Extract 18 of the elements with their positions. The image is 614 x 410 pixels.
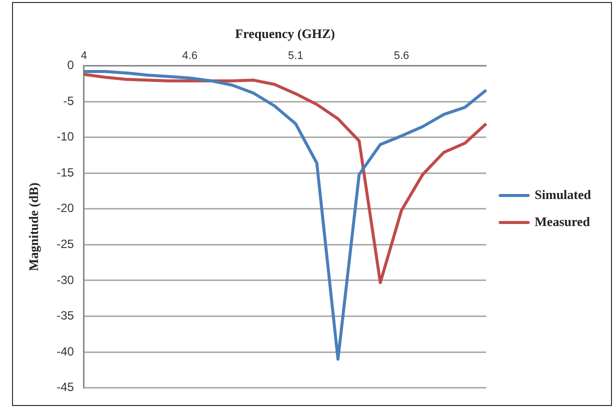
y-tick-label: -40 bbox=[56, 344, 74, 358]
y-axis-title: Magnitude (dB) bbox=[26, 182, 42, 272]
legend-label: Measured bbox=[534, 214, 591, 229]
y-tick-label: -45 bbox=[56, 380, 74, 394]
x-tick-label: 4 bbox=[80, 50, 88, 62]
x-tick-label: 5.6 bbox=[394, 50, 410, 62]
y-tick-label: -15 bbox=[56, 165, 74, 180]
x-axis-title: Frequency (GHZ) bbox=[235, 26, 335, 42]
y-tick-label: -5 bbox=[63, 94, 74, 108]
x-tick-label: 4.6 bbox=[182, 50, 198, 62]
y-tick-label: -30 bbox=[56, 272, 74, 287]
y-tick-label: -20 bbox=[56, 201, 74, 216]
legend-label: Simulated bbox=[534, 186, 592, 202]
y-tick-label: 0 bbox=[67, 58, 74, 72]
y-tick-label: -10 bbox=[56, 130, 74, 144]
x-tick-label: 5.1 bbox=[288, 50, 304, 62]
y-tick-label: -25 bbox=[56, 237, 74, 251]
y-tick-label: -35 bbox=[56, 308, 74, 323]
